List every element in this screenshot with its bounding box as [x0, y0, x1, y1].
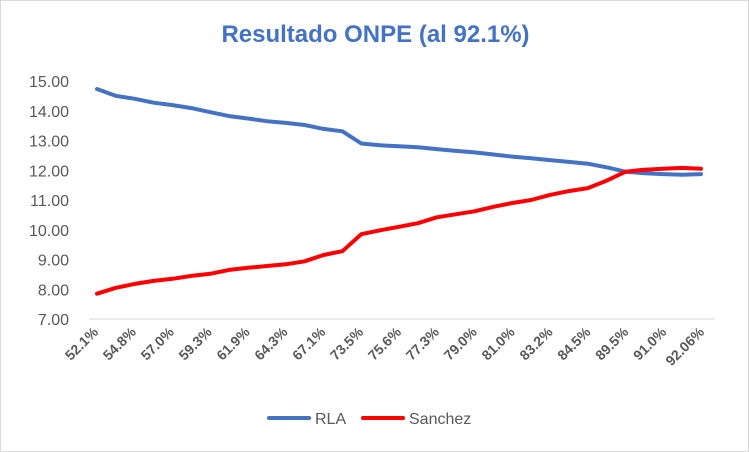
x-tick-label: 52.1% [62, 323, 102, 363]
x-tick-label: 84.5% [554, 323, 594, 363]
y-tick-label: 13.00 [29, 134, 69, 151]
x-tick-label: 54.8% [100, 323, 140, 363]
legend-label-rla: RLA [315, 411, 346, 428]
y-tick-label: 9.00 [38, 253, 69, 270]
x-tick-label: 79.0% [440, 323, 480, 363]
x-tick-label: 73.5% [327, 323, 367, 363]
y-tick-label: 11.00 [30, 193, 69, 210]
series-line-sanchez [95, 165, 703, 296]
x-tick-label: 64.3% [251, 323, 291, 363]
chart-title: Resultado ONPE (al 92.1%) [221, 21, 530, 48]
series-line-rla [95, 87, 703, 177]
x-tick-label: 59.3% [175, 323, 215, 363]
y-tick-label: 8.00 [38, 282, 69, 299]
y-tick-label: 10.00 [29, 223, 69, 240]
x-tick-label: 57.0% [137, 323, 177, 363]
legend-label-sanchez: Sanchez [409, 411, 471, 428]
x-tick-label: 83.2% [516, 323, 556, 363]
y-tick-label: 14.00 [29, 104, 69, 121]
y-tick-label: 7.00 [38, 312, 69, 329]
x-tick-label: 61.9% [213, 323, 253, 363]
x-tick-label: 75.6% [365, 323, 405, 363]
x-tick-label: 92.06% [662, 323, 707, 368]
y-tick-label: 12.00 [29, 163, 69, 180]
x-tick-label: 81.0% [478, 323, 518, 363]
x-tick-label: 67.1% [289, 323, 329, 363]
x-tick-label: 77.3% [403, 323, 443, 363]
y-tick-label: 15.00 [29, 74, 69, 91]
x-tick-label: 89.5% [592, 323, 632, 363]
